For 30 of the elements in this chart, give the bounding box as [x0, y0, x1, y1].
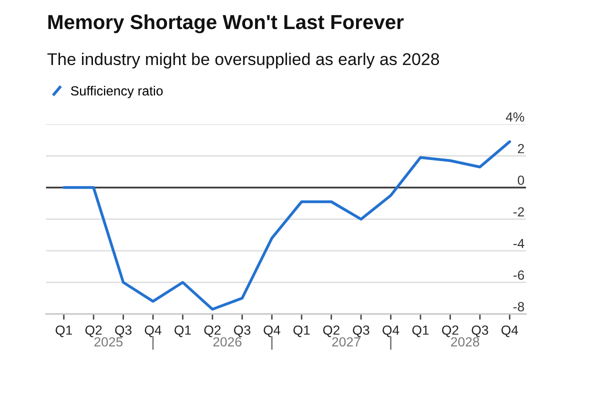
text: 2025 — [94, 337, 123, 347]
text: 2027 — [332, 337, 360, 347]
y-tick-label: -4 — [513, 238, 524, 248]
y-tick-label: -2 — [513, 207, 524, 216]
text: 2028 — [451, 337, 480, 347]
x-tick-label: Q4 — [501, 325, 518, 338]
legend-label: Sufficiency ratio — [70, 86, 163, 98]
text: 2026 — [213, 337, 242, 347]
x-tick-label: Q2 — [204, 325, 221, 338]
x-tick-label: Q2 — [85, 325, 102, 338]
y-tick-label: -8 — [513, 302, 524, 312]
x-tick-label: Q4 — [264, 325, 280, 338]
x-tick-label: Q4 — [144, 325, 162, 338]
x-tick-label: Q1 — [412, 325, 429, 338]
chart-subtitle: The industry might be oversupplied as early as 2028 — [47, 52, 440, 69]
x-tick-label: Q4 — [382, 325, 400, 338]
x-tick-label: Q1 — [174, 325, 191, 338]
x-tick-label: Q2 — [323, 325, 340, 338]
y-tick-label: 4% — [506, 112, 524, 122]
x-tick-label: Q3 — [115, 325, 132, 338]
x-tick-label: Q3 — [352, 325, 370, 338]
x-tick-label: Q3 — [472, 325, 488, 338]
y-tick-label: 2 — [518, 144, 524, 154]
x-tick-label: Q2 — [442, 325, 458, 338]
x-tick-label: Q1 — [293, 325, 310, 338]
chart-title: Memory Shortage Won't Last Forever — [48, 14, 404, 34]
x-tick-label: Q1 — [56, 325, 72, 338]
y-tick-label: -6 — [513, 270, 524, 280]
y-tick-label: 0 — [518, 176, 524, 185]
x-tick-label: Q3 — [234, 325, 250, 338]
